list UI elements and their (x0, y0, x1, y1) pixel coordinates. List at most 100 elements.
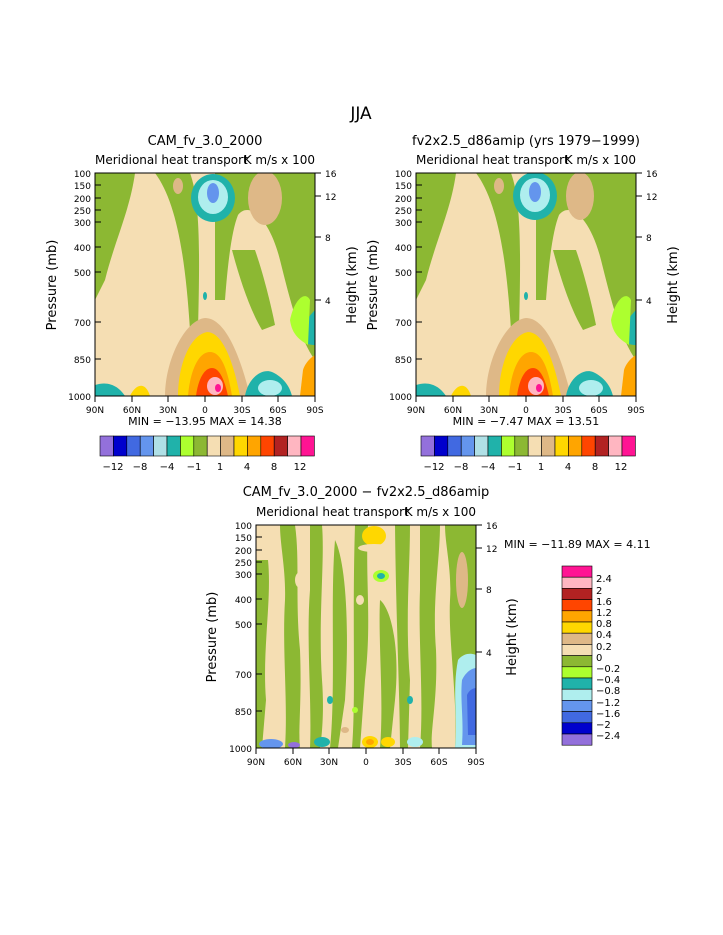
p3-ytick-300: 300 (235, 571, 252, 581)
p2-cbar-label: 1 (538, 462, 544, 473)
p1-cbar-label: 8 (271, 462, 277, 473)
p1-ytick-200: 200 (74, 195, 91, 205)
p3-ytick-250: 250 (235, 559, 252, 569)
panel-1-colorbar-swatch (99, 435, 114, 457)
p2-y2tick-16: 16 (646, 170, 658, 180)
panel-3-colorbar-swatch (561, 733, 593, 746)
panel-1-contour-field (95, 173, 315, 396)
p3-cbar-label: 0.4 (596, 630, 612, 641)
p3-xtick-90s: 90S (467, 758, 484, 768)
p1-xtick-90s: 90S (306, 406, 323, 416)
p1-y2tick-4: 4 (325, 297, 331, 307)
p1-cbar-label: −4 (160, 462, 175, 473)
p3-cbar-label: −2.4 (596, 731, 620, 742)
p2-xtick-30n: 30N (480, 406, 498, 416)
p2-cbar-label: 8 (592, 462, 598, 473)
panel-1-colorbar-swatch (193, 435, 208, 457)
panel-2-stats: MIN = −7.47 MAX = 13.51 (453, 415, 600, 428)
panel-2-colorbar-swatch (568, 435, 583, 457)
panel-3-colorbar (561, 565, 593, 746)
p3-cbar-label: −0.8 (596, 686, 620, 697)
panel-1-colorbar-swatch (233, 435, 248, 457)
p2-ytick-400: 400 (395, 244, 412, 254)
p1-cbar-label: −8 (133, 462, 148, 473)
panel-1-colorbar-swatch (206, 435, 221, 457)
panel-2-colorbar-swatch (621, 435, 636, 457)
panel-2-colorbar-swatch (460, 435, 475, 457)
p1-xtick-60n: 60N (123, 406, 141, 416)
p2-xtick-30s: 30S (554, 406, 571, 416)
p2-cbar-label: −12 (423, 462, 444, 473)
p2-ytick-850: 850 (395, 356, 412, 366)
p3-xtick-30s: 30S (394, 758, 411, 768)
p3-ytick-100: 100 (235, 522, 252, 532)
p1-ytick-100: 100 (74, 170, 91, 180)
panel-3-colorbar-swatch (561, 644, 593, 656)
panel-3-colorbar-swatch (561, 700, 593, 712)
p3-ytick-700: 700 (235, 671, 252, 681)
p3-cbar-label: 2.4 (596, 574, 612, 585)
p2-cbar-label: −4 (481, 462, 496, 473)
p3-cbar-label: 0 (596, 653, 602, 664)
p2-cbar-label: 4 (565, 462, 571, 473)
panel-3-colorbar-swatch (561, 621, 593, 634)
p2-xtick-90n: 90N (407, 406, 425, 416)
panel-1-colorbar-swatch (126, 435, 141, 457)
panel-2-y2label: Height (km) (666, 246, 681, 323)
panel-3-ylabel: Pressure (mb) (205, 592, 220, 683)
p1-ytick-150: 150 (74, 182, 91, 192)
panel-3-subtitle: Meridional heat transport (256, 505, 409, 519)
p3-cbar-label: −1.6 (596, 709, 620, 720)
p2-ytick-150: 150 (395, 182, 412, 192)
panel-3-units: K m/s x 100 (405, 505, 476, 519)
p3-cbar-label: 1.6 (596, 597, 612, 608)
p3-ytick-850: 850 (235, 708, 252, 718)
panel-3-stats: MIN = −11.89 MAX = 4.11 (504, 538, 651, 551)
panel-2-colorbar-swatch (487, 435, 502, 457)
p3-xtick-90n: 90N (247, 758, 265, 768)
p2-y2tick-8: 8 (646, 234, 652, 244)
p3-xtick-60n: 60N (284, 758, 302, 768)
panel-1-colorbar-swatch (300, 435, 315, 457)
p2-ytick-500: 500 (395, 269, 412, 279)
p1-xtick-0: 0 (202, 406, 208, 416)
panel-3-colorbar-swatch (561, 576, 593, 589)
panel-1-left-axis: 100 150 200 250 300 400 500 700 850 1000… (45, 170, 101, 403)
p2-y2tick-12: 12 (646, 193, 657, 203)
p1-xtick-90n: 90N (86, 406, 104, 416)
p1-y2tick-8: 8 (325, 234, 331, 244)
p3-y2tick-12: 12 (486, 545, 497, 555)
panel-2-contour-field (416, 173, 636, 396)
p1-ytick-1000: 1000 (68, 393, 91, 403)
panel-2-colorbar-swatch (541, 435, 556, 457)
p3-ytick-500: 500 (235, 621, 252, 631)
p3-y2tick-4: 4 (486, 649, 492, 659)
panel-1-right-axis: 16 12 8 4 Height (km) (315, 170, 360, 324)
panel-3-colorbar-swatch (561, 610, 593, 623)
p2-xtick-60n: 60N (444, 406, 462, 416)
panel-3-colorbar-swatch (561, 677, 593, 690)
p2-xtick-0: 0 (523, 406, 529, 416)
panel-3-right-axis: 16 12 8 4 Height (km) (476, 522, 520, 676)
panel-3-colorbar-labels: 2.4 2 1.6 1.2 0.8 0.4 0.2 0 −0.2 −0.4 −0… (596, 574, 620, 742)
panel-3-contour-field (256, 525, 476, 748)
p3-ytick-150: 150 (235, 534, 252, 544)
p1-ytick-400: 400 (74, 244, 91, 254)
panel-3-colorbar-swatch (561, 599, 593, 612)
p3-xtick-0: 0 (363, 758, 369, 768)
p3-xtick-60s: 60S (430, 758, 447, 768)
p1-y2tick-16: 16 (325, 170, 337, 180)
panel-2-colorbar-swatch (608, 435, 623, 457)
panel-1-colorbar-swatch (220, 435, 235, 457)
p1-ytick-300: 300 (74, 219, 91, 229)
p3-xtick-30n: 30N (320, 758, 338, 768)
panel-2-colorbar (420, 435, 636, 457)
panel-1-y2label: Height (km) (345, 246, 360, 323)
panel-3-colorbar-swatch (561, 588, 593, 600)
p3-ytick-200: 200 (235, 547, 252, 557)
panel-2-colorbar-labels: −12 −8 −4 −1 1 4 8 12 (423, 462, 627, 473)
panel-1-colorbar-swatch (166, 435, 181, 457)
p1-cbar-label: −1 (187, 462, 202, 473)
panel-1-subtitle: Meridional heat transport (95, 153, 248, 167)
